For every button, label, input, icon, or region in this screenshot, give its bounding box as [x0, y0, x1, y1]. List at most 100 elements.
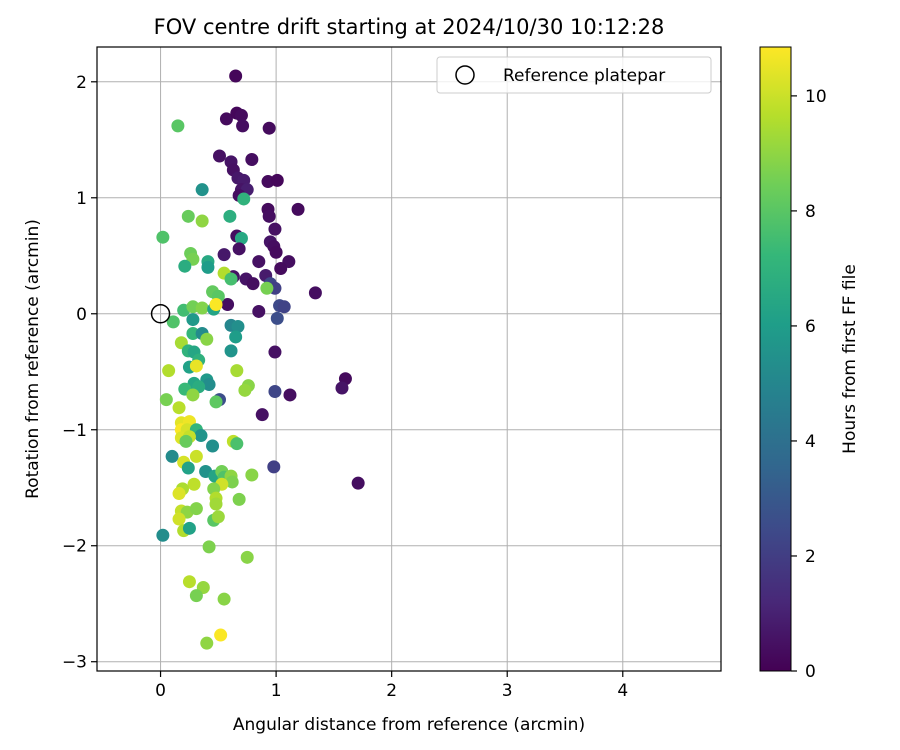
colorbar [759, 46, 792, 672]
y-axis-ticks: −3 −2 −1 0 1 2 [62, 73, 97, 673]
data-point [283, 388, 297, 402]
data-point [335, 381, 349, 395]
y-tick-label: −3 [62, 653, 87, 673]
data-point [209, 297, 223, 311]
data-point [252, 255, 266, 269]
data-points [156, 69, 365, 650]
data-point [245, 468, 259, 482]
data-point [236, 119, 250, 133]
legend-box [436, 56, 712, 94]
data-point [202, 378, 216, 392]
chart-title: FOV centre drift starting at 2024/10/30 … [154, 15, 665, 39]
data-point [245, 153, 259, 167]
data-point [232, 492, 246, 506]
x-axis-title: Angular distance from reference (arcmin) [233, 715, 585, 735]
data-point [209, 395, 223, 409]
data-point [217, 592, 231, 606]
y-axis-title: Rotation from reference (arcmin) [23, 219, 43, 499]
data-point [268, 345, 282, 359]
data-point [189, 589, 203, 603]
y-tick-label: 2 [76, 73, 87, 93]
data-point [189, 502, 203, 516]
data-point [260, 281, 274, 295]
y-tick-label: 0 [76, 305, 87, 325]
data-point [224, 344, 238, 358]
data-point [270, 311, 284, 325]
data-point [223, 209, 237, 223]
data-point [201, 260, 215, 274]
data-point [232, 242, 246, 256]
colorbar-ticks: 0 2 4 6 8 10 [791, 87, 827, 682]
data-point [181, 461, 195, 475]
data-point [171, 119, 185, 133]
legend-entry-label: Reference platepar [503, 66, 665, 86]
data-point [200, 636, 214, 650]
y-tick-label: −1 [62, 421, 87, 441]
data-point [172, 401, 186, 415]
data-point [240, 550, 254, 564]
data-point [277, 300, 291, 314]
data-point [224, 272, 238, 286]
data-point [194, 429, 208, 443]
data-point [172, 487, 186, 501]
data-point [178, 259, 192, 273]
data-point [238, 383, 252, 397]
colorbar-tick-label: 4 [805, 432, 816, 452]
data-point [202, 540, 216, 554]
data-point [262, 121, 276, 135]
colorbar-tick-label: 10 [805, 87, 827, 107]
x-tick-label: 1 [271, 681, 282, 701]
data-point [291, 202, 305, 216]
colorbar-title: Hours from first FF file [840, 264, 860, 454]
x-tick-label: 4 [617, 681, 628, 701]
data-point [270, 173, 284, 187]
data-point [159, 393, 173, 407]
data-point [229, 330, 243, 344]
reference-platepar-marker [150, 304, 171, 324]
legend-marker-icon [455, 65, 475, 85]
data-point [268, 222, 282, 236]
data-point [209, 497, 223, 511]
data-point [217, 248, 231, 262]
data-point [186, 326, 200, 340]
data-point [237, 192, 251, 206]
data-point [182, 521, 196, 535]
data-point [234, 108, 248, 122]
data-point [189, 359, 203, 373]
data-point [269, 245, 283, 259]
y-tick-label: 1 [76, 189, 87, 209]
colorbar-tick-label: 8 [805, 202, 816, 222]
y-tick-label: −2 [62, 537, 87, 557]
data-point [267, 460, 281, 474]
data-point [268, 384, 282, 398]
data-point [206, 439, 220, 453]
data-point [186, 388, 200, 402]
data-point [214, 628, 228, 642]
data-point [262, 209, 276, 223]
data-point [212, 149, 226, 163]
data-point [211, 510, 225, 524]
data-point [274, 262, 288, 276]
x-tick-label: 0 [155, 681, 166, 701]
data-point [231, 320, 245, 334]
colorbar-tick-label: 2 [805, 547, 816, 567]
x-axis-ticks: 0 1 2 3 4 [155, 671, 628, 701]
data-point [181, 209, 195, 223]
data-point [195, 183, 209, 197]
data-point [195, 214, 209, 228]
data-point [200, 332, 214, 346]
colorbar-tick-label: 0 [805, 662, 816, 682]
data-point [308, 286, 322, 300]
data-point [234, 231, 248, 245]
data-point [221, 297, 235, 311]
data-point [230, 437, 244, 451]
data-point [186, 313, 200, 327]
x-tick-label: 3 [502, 681, 513, 701]
data-point [255, 408, 269, 422]
data-point [189, 449, 203, 463]
data-point [165, 449, 179, 463]
legend: Reference platepar [436, 56, 712, 94]
data-point [166, 315, 180, 329]
colorbar-tick-label: 6 [805, 317, 816, 337]
data-point [182, 575, 196, 589]
